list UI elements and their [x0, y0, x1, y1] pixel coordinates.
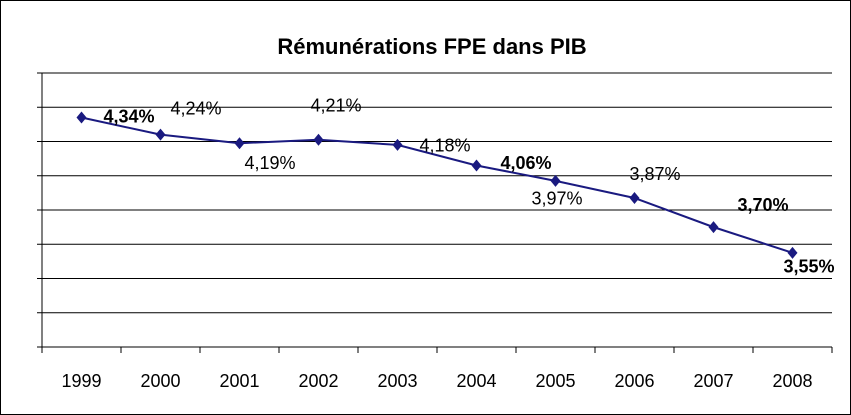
- data-label: 4,06%: [501, 153, 552, 173]
- data-label: 3,87%: [630, 164, 681, 184]
- marker: [234, 137, 245, 150]
- marker: [155, 128, 166, 141]
- x-tick-label: 2000: [140, 371, 180, 391]
- x-tick-label: 2008: [772, 371, 812, 391]
- data-label: 4,19%: [245, 153, 296, 173]
- x-tick-label: 2002: [298, 371, 338, 391]
- data-label: 3,97%: [532, 189, 583, 209]
- marker: [471, 159, 482, 172]
- data-label: 4,21%: [311, 96, 362, 116]
- marker: [76, 111, 87, 124]
- data-label: 4,18%: [420, 136, 471, 156]
- x-tick-label: 2003: [377, 371, 417, 391]
- line-series: [81, 116, 793, 254]
- x-tick-label: 1999: [61, 371, 101, 391]
- marker: [313, 133, 324, 146]
- marker: [550, 174, 561, 187]
- data-label: 3,55%: [784, 257, 835, 277]
- marker: [787, 246, 798, 259]
- marker: [392, 138, 403, 151]
- data-label: 3,70%: [738, 195, 789, 215]
- x-tick-label: 2005: [535, 371, 575, 391]
- marker: [629, 192, 640, 205]
- x-tick-label: 2004: [456, 371, 496, 391]
- data-label: 4,34%: [104, 106, 155, 126]
- x-tick-label: 2007: [693, 371, 733, 391]
- x-tick-label: 2001: [219, 371, 259, 391]
- marker: [708, 221, 719, 234]
- data-label: 4,24%: [171, 98, 222, 118]
- chart-title: Rémunérations FPE dans PIB: [277, 34, 586, 59]
- x-tick-label: 2006: [614, 371, 654, 391]
